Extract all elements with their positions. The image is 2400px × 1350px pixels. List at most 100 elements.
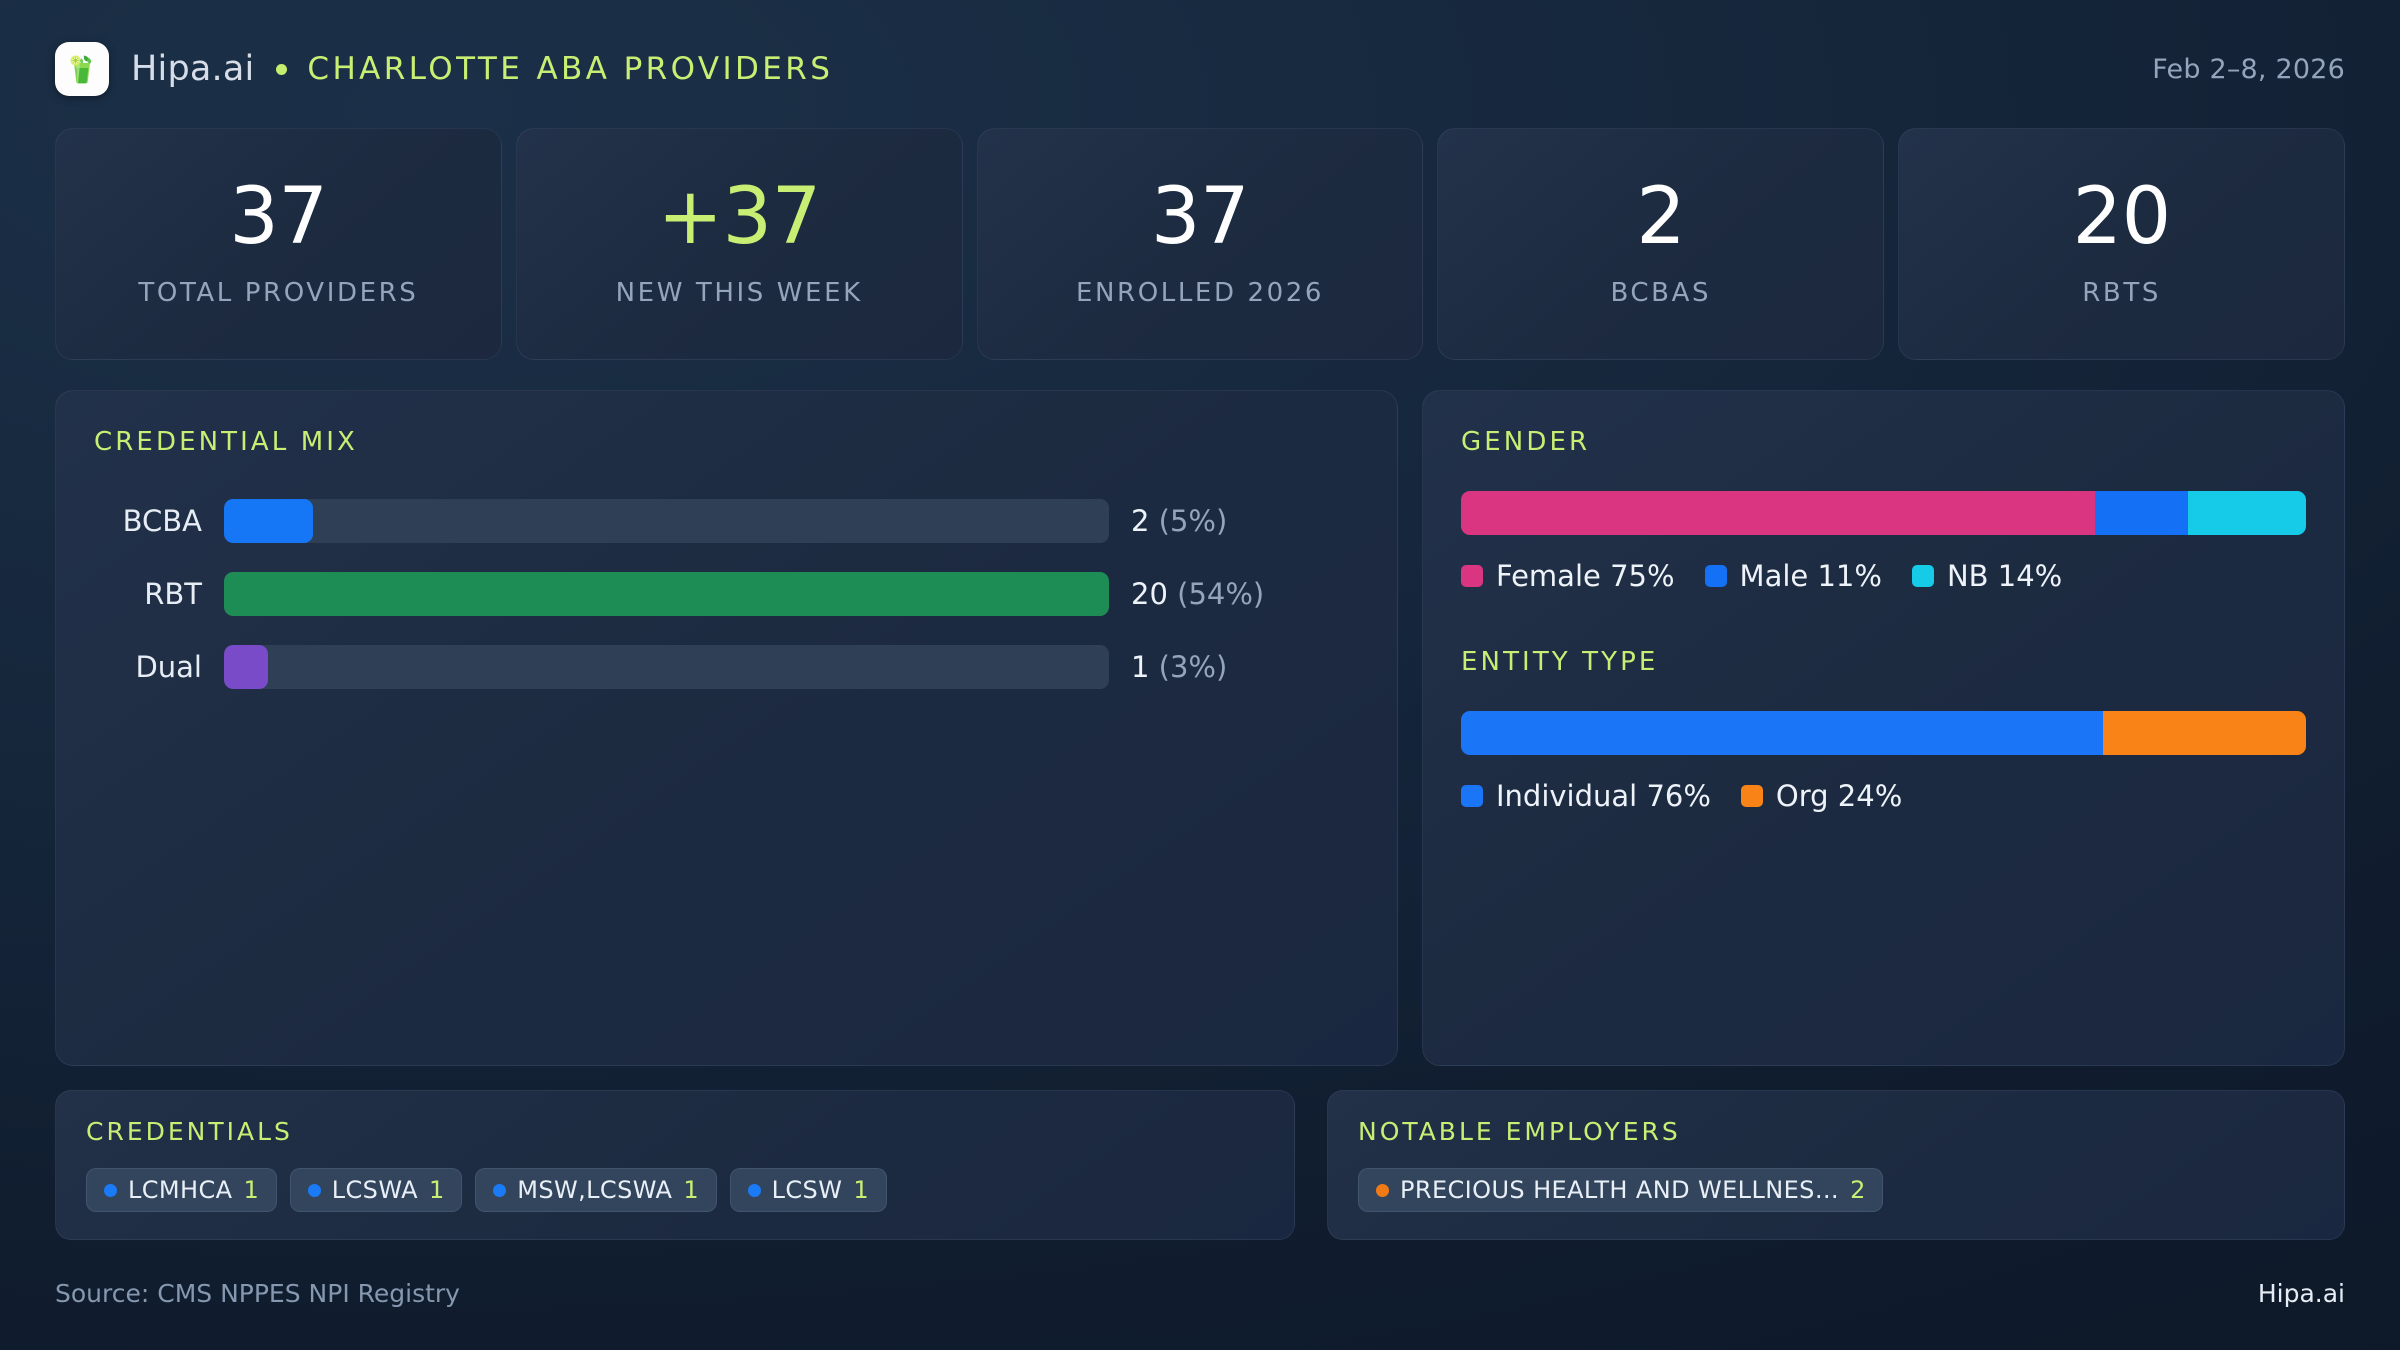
credential-count: 1 [1131, 650, 1150, 684]
date-range: Feb 2–8, 2026 [2152, 53, 2345, 85]
gender-legend: Female 75% Male 11% NB 14% [1461, 559, 2306, 593]
notable-employers-panel: NOTABLE EMPLOYERS PRECIOUS HEALTH AND WE… [1327, 1090, 2345, 1240]
kpi-value: 37 [229, 171, 328, 262]
bullet-dot-icon [276, 63, 288, 75]
footer-source: Source: CMS NPPES NPI Registry [55, 1278, 460, 1308]
legend-value: 76% [1646, 779, 1711, 813]
page-title: CHARLOTTE ABA PROVIDERS [307, 51, 834, 87]
legend-swatch-icon [1911, 565, 1934, 587]
credential-count: 2 [1131, 504, 1150, 538]
chip-count: 1 [243, 1176, 259, 1204]
entity-legend: Individual 76% Org 24% [1461, 779, 2306, 813]
dashboard-header: Hipa.ai CHARLOTTE ABA PROVIDERS Feb 2–8,… [55, 38, 2345, 100]
chip-dot-icon [307, 1183, 321, 1197]
credential-bar-label: BCBA [122, 504, 202, 538]
kpi-value: 37 [1150, 171, 1250, 262]
gender-stacked-bar-wrap: Female 75% Male 11% NB 14% [1461, 491, 2306, 593]
legend-label: NB [1946, 559, 1989, 593]
credential-mix-panel: CREDENTIAL MIX BCBA 2 (5%) RBT 20 [55, 390, 1398, 1066]
legend-value: 14% [1997, 559, 2063, 593]
brand-name: Hipa.ai [131, 49, 255, 89]
kpi-value: 20 [2072, 171, 2171, 262]
kpi-label: RBTS [2082, 278, 2161, 309]
credential-chip[interactable]: LCMHCA 1 [86, 1168, 277, 1212]
gender-segment-male [2094, 491, 2188, 535]
chip-dot-icon [747, 1183, 761, 1197]
kpi-card-total-providers: 37 TOTAL PROVIDERS [55, 128, 502, 360]
chip-count: 1 [428, 1176, 445, 1204]
kpi-card-new-this-week: +37 NEW THIS WEEK [515, 128, 963, 360]
legend-swatch-icon [1461, 565, 1483, 587]
kpi-label: ENROLLED 2026 [1075, 278, 1325, 309]
legend-swatch-icon [1704, 565, 1727, 587]
chip-label: LCMHCA [128, 1176, 233, 1204]
mid-section: CREDENTIAL MIX BCBA 2 (5%) RBT 20 [55, 390, 2345, 1066]
credential-chip[interactable]: MSW,LCSWA 1 [475, 1168, 717, 1212]
chip-dot-icon [1376, 1183, 1389, 1197]
credential-pct: (5%) [1158, 504, 1228, 538]
credential-count: 20 [1131, 577, 1168, 611]
kpi-value: 2 [1636, 171, 1686, 262]
chip-count: 1 [853, 1176, 869, 1204]
entity-stacked-bar-wrap: Individual 76% Org 24% [1461, 711, 2306, 813]
dashboard-footer: Source: CMS NPPES NPI Registry Hipa.ai [55, 1270, 2345, 1316]
credential-bar-label: Dual [135, 650, 202, 684]
credential-bar-track [224, 499, 1109, 543]
chip-label: LCSWA [331, 1176, 418, 1204]
chip-dot-icon [493, 1183, 507, 1197]
credential-bar-fill [224, 645, 269, 689]
legend-label: Individual [1496, 779, 1638, 813]
kpi-card-bcbas: 2 BCBAS [1437, 128, 1885, 360]
kpi-label: BCBAS [1610, 278, 1712, 309]
credentials-chip-list: LCMHCA 1 LCSWA 1 MSW,LCSWA 1 LCSW 1 [86, 1168, 1264, 1212]
chip-count: 2 [1850, 1176, 1866, 1204]
legend-item: Org 24% [1740, 779, 1903, 813]
credential-chip[interactable]: LCSW 1 [729, 1168, 887, 1212]
kpi-label: NEW THIS WEEK [615, 278, 863, 309]
legend-item: Female 75% [1461, 559, 1675, 593]
legend-swatch-icon [1740, 785, 1763, 807]
kpi-label: TOTAL PROVIDERS [138, 278, 419, 309]
credential-chip[interactable]: LCSWA 1 [289, 1168, 463, 1212]
employer-chip[interactable]: PRECIOUS HEALTH AND WELLNES… 2 [1358, 1168, 1884, 1212]
legend-item: NB 14% [1911, 559, 2063, 593]
credential-bar-row: RBT 20 (54%) [94, 572, 1359, 616]
chip-count: 1 [683, 1176, 699, 1204]
gender-stacked-bar [1461, 491, 2306, 535]
legend-item: Male 11% [1704, 559, 1882, 593]
credential-bar-row: Dual 1 (3%) [94, 645, 1359, 689]
legend-label: Male [1739, 559, 1809, 593]
bottom-section: CREDENTIALS LCMHCA 1 LCSWA 1 MSW,LCSWA 1 LCSW 1… [55, 1090, 2345, 1240]
entity-type-heading: ENTITY TYPE [1461, 647, 1659, 677]
credential-bar-fill [224, 572, 1109, 616]
credential-bar-label: RBT [144, 577, 202, 611]
credential-bar-value: 20 (54%) [1131, 577, 1264, 611]
gender-segment-female [1461, 491, 2095, 535]
notable-employers-heading: NOTABLE EMPLOYERS [1358, 1117, 1681, 1146]
credential-bar-value: 1 (3%) [1131, 650, 1227, 684]
credentials-heading: CREDENTIALS [86, 1117, 293, 1146]
legend-label: Female [1496, 559, 1601, 593]
legend-label: Org [1775, 779, 1829, 813]
chip-label: MSW,LCSWA [517, 1176, 673, 1204]
legend-swatch-icon [1461, 785, 1483, 807]
gender-heading: GENDER [1461, 427, 1591, 457]
credential-mix-bars: BCBA 2 (5%) RBT 20 (54%) [94, 499, 1359, 689]
chip-dot-icon [104, 1183, 117, 1197]
notable-employers-chip-list: PRECIOUS HEALTH AND WELLNES… 2 [1358, 1168, 2314, 1212]
legend-value: 75% [1610, 559, 1675, 593]
footer-brand: Hipa.ai [2257, 1278, 2345, 1308]
legend-item: Individual 76% [1461, 779, 1711, 813]
app-logo [55, 42, 109, 96]
kpi-row: 37 TOTAL PROVIDERS +37 NEW THIS WEEK 37 … [55, 128, 2345, 360]
entity-segment-org [2103, 711, 2306, 755]
chip-label: LCSW [771, 1176, 843, 1204]
credential-bar-fill [224, 499, 313, 543]
credentials-panel: CREDENTIALS LCMHCA 1 LCSWA 1 MSW,LCSWA 1 LCSW 1 [55, 1090, 1295, 1240]
legend-value: 24% [1837, 779, 1903, 813]
credential-bar-value: 2 (5%) [1131, 504, 1227, 538]
entity-segment-individual [1461, 711, 2104, 755]
gender-segment-nb [2187, 491, 2306, 535]
kpi-value: +37 [657, 171, 822, 262]
entity-stacked-bar [1461, 711, 2306, 755]
